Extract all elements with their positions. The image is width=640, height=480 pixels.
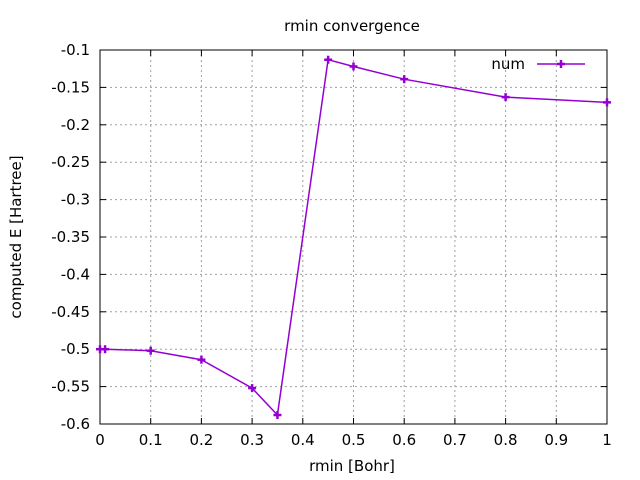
x-tick-label: 0.2 [189, 431, 213, 449]
y-tick-label: -0.6 [61, 415, 90, 433]
y-tick-label: -0.5 [61, 340, 90, 358]
axis-ticks [99, 49, 608, 425]
y-tick-labels: -0.1 -0.15 -0.2 -0.25 -0.3 -0.35 -0.4 -0.45 -0.5… [51, 41, 90, 433]
x-tick-label: 1 [602, 431, 612, 449]
legend-label-num: num [491, 55, 525, 73]
y-tick-label: -0.45 [51, 303, 90, 321]
data-point [197, 355, 206, 364]
x-axis-label: rmin [Bohr] [309, 457, 395, 475]
x-tick-label: 0.4 [291, 431, 315, 449]
data-point [501, 93, 510, 102]
grid [100, 50, 607, 424]
x-tick-label: 0.6 [392, 431, 416, 449]
legend-marker-num [557, 60, 565, 68]
data-point [400, 75, 409, 84]
x-tick-label: 0.5 [342, 431, 366, 449]
x-tick-label: 0.7 [443, 431, 467, 449]
x-tick-label: 0.8 [494, 431, 518, 449]
data-point [603, 98, 611, 107]
x-tick-label: 0.1 [139, 431, 163, 449]
data-point [101, 345, 110, 354]
y-tick-label: -0.3 [61, 191, 90, 209]
plot-frame [99, 49, 608, 425]
x-tick-label: 0 [95, 431, 105, 449]
y-tick-label: -0.15 [51, 78, 90, 96]
series-num [96, 55, 611, 420]
data-point [248, 384, 257, 393]
y-tick-label: -0.55 [51, 378, 90, 396]
y-tick-label: -0.4 [61, 265, 90, 283]
chart-title: rmin convergence [284, 17, 420, 35]
y-tick-label: -0.2 [61, 116, 90, 134]
data-point [146, 346, 155, 355]
x-tick-label: 0.9 [544, 431, 568, 449]
data-point [324, 55, 333, 64]
data-point [273, 411, 282, 420]
x-tick-labels: 0 0.1 0.2 0.3 0.4 0.5 0.6 0.7 0.8 0.9 1 [95, 431, 612, 449]
data-point [349, 62, 358, 71]
y-tick-label: -0.1 [61, 41, 90, 59]
y-tick-label: -0.35 [51, 228, 90, 246]
x-tick-label: 0.3 [240, 431, 264, 449]
y-axis-label: computed E [Hartree] [7, 155, 25, 318]
y-tick-label: -0.25 [51, 153, 90, 171]
legend: num [491, 55, 585, 73]
